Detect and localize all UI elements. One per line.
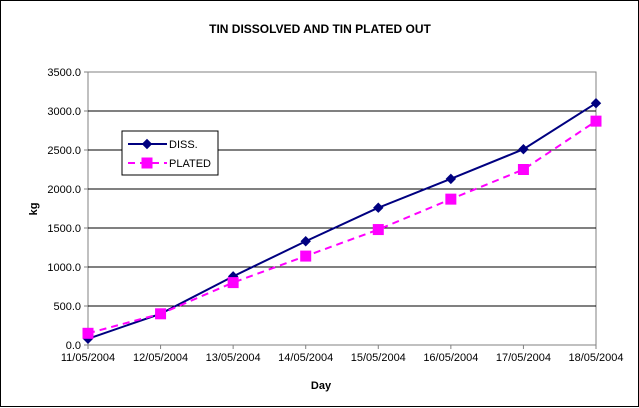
plot-area: 0.0 500.0 1000.0 1500.0 2000.0 2500.0 3000.0 35… (47, 67, 623, 364)
x-tick-label: 12/05/2004 (133, 352, 188, 364)
x-tick-label: 13/05/2004 (206, 352, 261, 364)
y-axis-ticks: 0.0 500.0 1000.0 1500.0 2000.0 2500.0 3000.0 35… (47, 67, 88, 352)
series-line-plated (87, 120, 597, 335)
legend-marker-diss (141, 138, 153, 150)
legend-marker-plated (141, 157, 153, 169)
y-tick-label: 2500.0 (47, 145, 81, 157)
x-tick-label: 15/05/2004 (351, 352, 406, 364)
x-tick-label: 17/05/2004 (496, 352, 551, 364)
data-point-plated (300, 250, 312, 262)
data-point-plated (227, 277, 239, 289)
legend-item-plated: PLATED (128, 157, 211, 170)
legend-label-plated: PLATED (169, 158, 211, 170)
data-point-plated (82, 327, 94, 339)
y-tick-label: 1500.0 (47, 223, 81, 235)
legend-box (121, 130, 219, 176)
data-point-plated (372, 224, 384, 236)
x-tick-label: 11/05/2004 (61, 352, 115, 364)
y-tick-label: 0.0 (66, 340, 81, 352)
data-point-plated (590, 115, 602, 127)
data-point-diss (590, 97, 602, 109)
legend-item-diss: DISS. (128, 138, 198, 151)
chart-title: TIN DISSOLVED AND TIN PLATED OUT (209, 22, 431, 36)
y-tick-label: 500.0 (53, 301, 81, 313)
y-tick-label: 3000.0 (47, 106, 81, 118)
y-tick-label: 3500.0 (47, 67, 81, 79)
series-plated (82, 115, 602, 339)
plot-border (87, 71, 597, 346)
data-point-diss (373, 202, 384, 213)
x-axis-ticks: 11/05/2004 12/05/2004 13/05/2004 14/05/2004… (61, 345, 624, 364)
data-point-diss (445, 173, 457, 185)
y-axis-title: kg (28, 203, 40, 216)
y-tick-label: 2000.0 (47, 184, 81, 196)
legend-label-diss: DISS. (169, 139, 198, 151)
legend: DISS. PLATED (121, 130, 219, 176)
series-group (82, 97, 602, 344)
y-tick-label: 1000.0 (47, 262, 81, 274)
data-point-diss (518, 144, 529, 155)
data-point-plated (517, 164, 529, 175)
x-tick-label: 14/05/2004 (278, 352, 333, 364)
data-point-diss (300, 236, 311, 247)
x-tick-label: 16/05/2004 (423, 352, 478, 364)
x-tick-label: 18/05/2004 (568, 352, 623, 364)
x-axis-title: Day (311, 380, 332, 392)
data-point-plated (445, 193, 457, 205)
data-point-plated (155, 308, 167, 320)
